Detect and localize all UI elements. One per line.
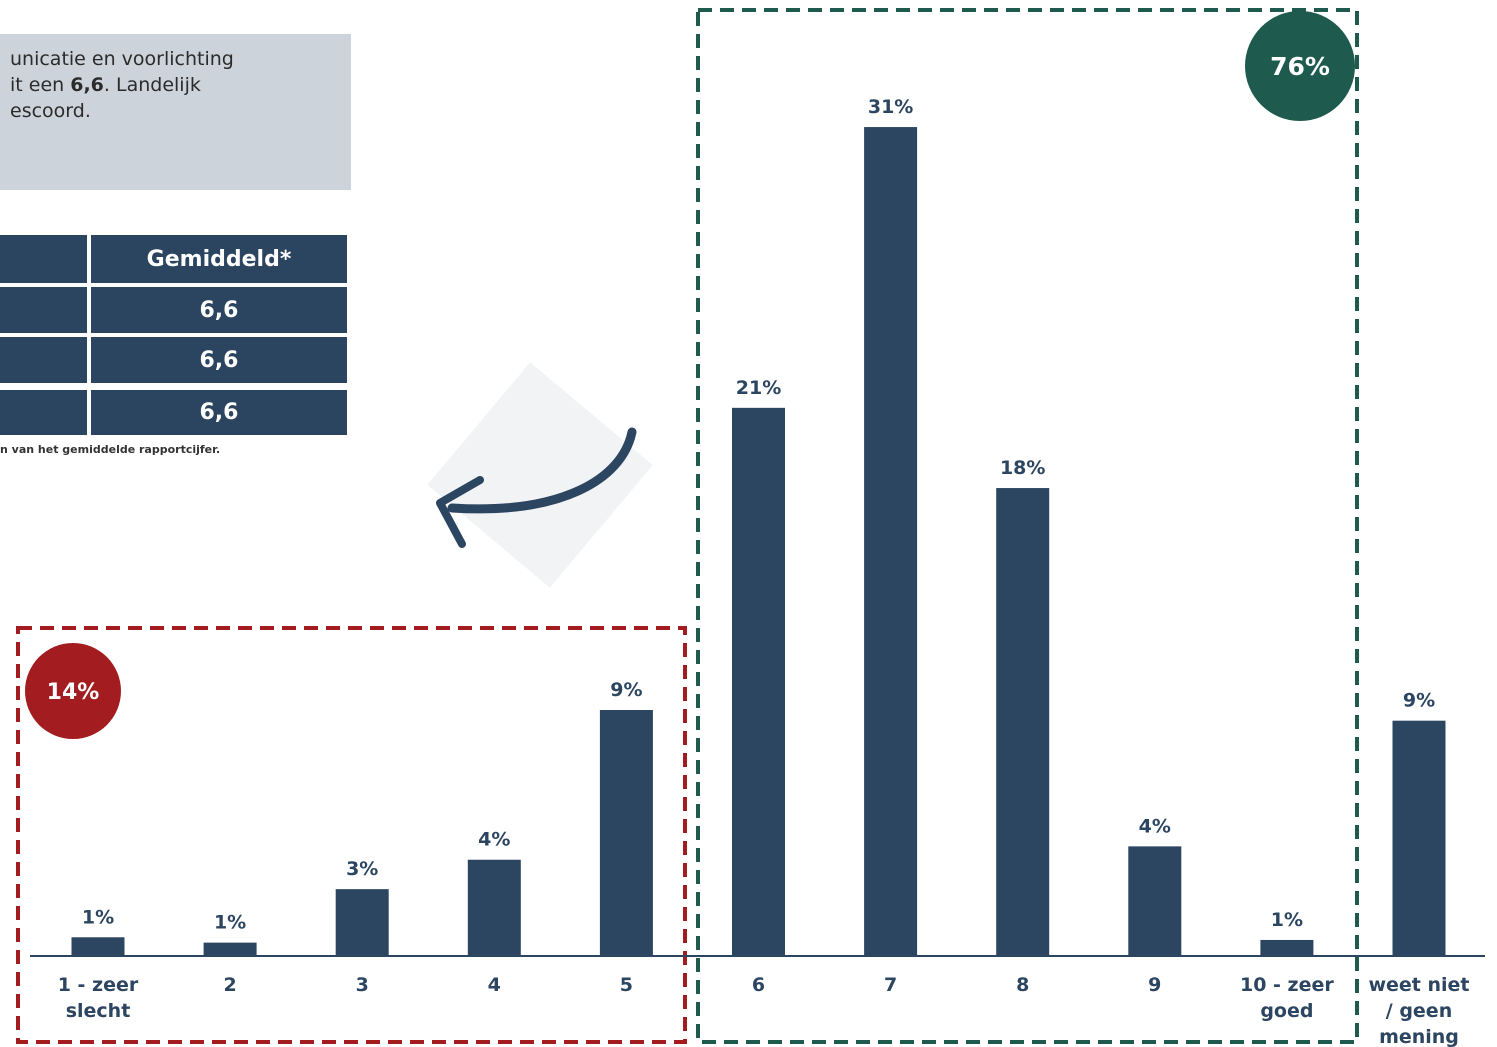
group-badge-label: 14% <box>47 680 100 705</box>
table-cell: 6,6 <box>91 337 347 383</box>
x-tick-label: 1 - zeer slecht <box>57 974 139 1022</box>
table-header: Gemiddeld* <box>91 235 347 283</box>
text-box: unicatie en voorlichting it een 6,6. Lan… <box>0 34 351 190</box>
arrow-curve <box>447 427 637 514</box>
text: it een <box>10 74 71 96</box>
x-tick-label: weet niet / geen mening <box>1368 974 1470 1047</box>
text-line: escoord. <box>10 100 91 122</box>
bar <box>864 127 918 956</box>
value-label: 1% <box>1271 909 1303 931</box>
text-line: unicatie en voorlichting <box>10 48 234 70</box>
value-label: 9% <box>610 679 642 701</box>
group-badge <box>1245 11 1355 121</box>
arrow-decoration <box>427 362 653 588</box>
table-cell <box>0 235 87 283</box>
decoration-square <box>427 362 653 588</box>
table-cell: 6,6 <box>91 287 347 333</box>
value-label: 9% <box>1403 690 1435 712</box>
text-line: it een 6,6. Landelijk <box>10 74 201 96</box>
x-tick-label: 10 - zeer goed <box>1240 974 1334 1022</box>
text: escoord. <box>10 100 91 122</box>
x-tick-label: 4 <box>487 974 501 996</box>
bar <box>1392 720 1446 956</box>
bar <box>71 937 125 956</box>
text-bold: 6,6 <box>70 74 104 96</box>
value-label: 21% <box>736 377 781 399</box>
value-label: 31% <box>868 96 913 118</box>
bar <box>732 407 785 957</box>
value-label: 1% <box>214 912 246 934</box>
x-tick-label: 3 <box>355 974 369 996</box>
arrow-head <box>436 476 484 548</box>
bar <box>1128 846 1182 956</box>
bar <box>467 859 521 956</box>
table-cell <box>0 337 87 383</box>
group-badge <box>25 643 121 739</box>
bar <box>599 709 653 956</box>
x-tick-label: 5 <box>619 974 633 996</box>
bar <box>996 488 1050 956</box>
bar <box>203 942 257 956</box>
x-tick-label: 7 <box>883 974 898 996</box>
value-label: 18% <box>1000 457 1045 479</box>
x-tick-label: 6 <box>751 974 766 996</box>
value-label: 4% <box>478 829 510 851</box>
table-cell <box>0 390 87 435</box>
value-label: 3% <box>346 858 378 880</box>
x-tick-label: 2 <box>223 974 237 996</box>
text: unicatie en voorlichting <box>10 48 234 70</box>
low-group-box <box>16 626 687 1044</box>
text: . Landelijk <box>103 74 201 96</box>
table-footnote: n van het gemiddelde rapportcijfer. <box>0 443 221 456</box>
bar <box>1260 939 1314 956</box>
table-cell: 6,6 <box>91 390 347 435</box>
table-cell <box>0 287 87 333</box>
high-group-box <box>696 8 1359 1044</box>
value-label: 4% <box>1139 815 1171 837</box>
value-label: 1% <box>82 906 114 928</box>
x-tick-label: 9 <box>1148 974 1162 996</box>
bar <box>335 889 389 956</box>
x-tick-label: 8 <box>1016 974 1030 996</box>
group-badge-label: 76% <box>1270 52 1330 81</box>
